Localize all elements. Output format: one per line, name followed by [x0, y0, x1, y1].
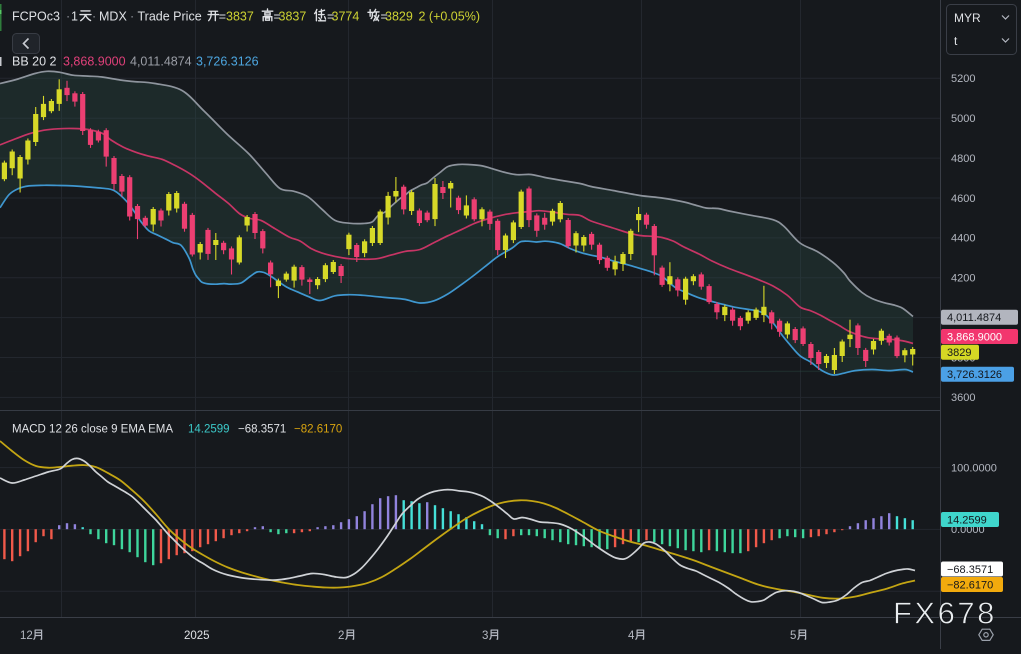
- svg-text:4200: 4200: [951, 273, 975, 285]
- svg-text:5200: 5200: [951, 73, 975, 85]
- svg-text:3,868.9000: 3,868.9000: [947, 331, 1002, 343]
- svg-text:t: t: [954, 34, 958, 48]
- svg-text:=: =: [381, 10, 388, 24]
- svg-text:=: =: [327, 10, 334, 24]
- svg-text:MYR: MYR: [954, 11, 981, 25]
- svg-text:0.0000: 0.0000: [951, 524, 985, 536]
- svg-text:3829: 3829: [385, 10, 413, 24]
- svg-text:12: 12: [20, 630, 33, 642]
- svg-text:FCPOc3: FCPOc3: [12, 10, 60, 24]
- svg-text:3,726.3126: 3,726.3126: [947, 369, 1002, 381]
- svg-text:−68.3571: −68.3571: [238, 424, 286, 436]
- svg-text:·: ·: [92, 10, 96, 24]
- svg-text:14.2599: 14.2599: [947, 514, 987, 526]
- svg-text:·: ·: [130, 10, 134, 24]
- svg-text:·: ·: [66, 10, 70, 24]
- svg-text:−82.6170: −82.6170: [294, 424, 342, 436]
- svg-text:3600: 3600: [951, 392, 975, 404]
- svg-text:5000: 5000: [951, 113, 975, 125]
- svg-text:100.0000: 100.0000: [951, 462, 997, 474]
- svg-text:1: 1: [71, 10, 78, 24]
- svg-text:4800: 4800: [951, 153, 975, 165]
- svg-text:2: 2: [338, 630, 344, 642]
- svg-text:MDX: MDX: [99, 10, 127, 24]
- svg-text:−82.6170: −82.6170: [947, 579, 993, 591]
- svg-text:MACD 12 26 close 9 EMA EMA: MACD 12 26 close 9 EMA EMA: [12, 424, 173, 436]
- svg-text:4: 4: [628, 630, 635, 642]
- svg-text:3837: 3837: [279, 10, 307, 24]
- svg-text:3837: 3837: [226, 10, 254, 24]
- svg-text:3,868.9000: 3,868.9000: [63, 55, 126, 69]
- svg-text:14.2599: 14.2599: [188, 424, 230, 436]
- svg-text:Trade Price: Trade Price: [138, 10, 202, 24]
- svg-text:3: 3: [482, 630, 488, 642]
- svg-text:4600: 4600: [951, 193, 975, 205]
- svg-text:BB 20 2: BB 20 2: [12, 55, 57, 69]
- svg-text:2 (+0.05%): 2 (+0.05%): [419, 10, 481, 24]
- svg-text:3829: 3829: [947, 347, 971, 359]
- svg-text:3774: 3774: [332, 10, 360, 24]
- svg-text:4400: 4400: [951, 233, 975, 245]
- svg-text:2025: 2025: [184, 630, 210, 642]
- svg-text:FX678: FX678: [893, 596, 997, 631]
- svg-text:=: =: [274, 10, 281, 24]
- svg-text:5: 5: [790, 630, 796, 642]
- svg-text:=: =: [219, 10, 226, 24]
- svg-text:−68.3571: −68.3571: [947, 564, 993, 576]
- svg-text:4,011.4874: 4,011.4874: [947, 312, 1001, 324]
- svg-text:3,726.3126: 3,726.3126: [196, 55, 259, 69]
- svg-text:4,011.4874: 4,011.4874: [130, 55, 192, 69]
